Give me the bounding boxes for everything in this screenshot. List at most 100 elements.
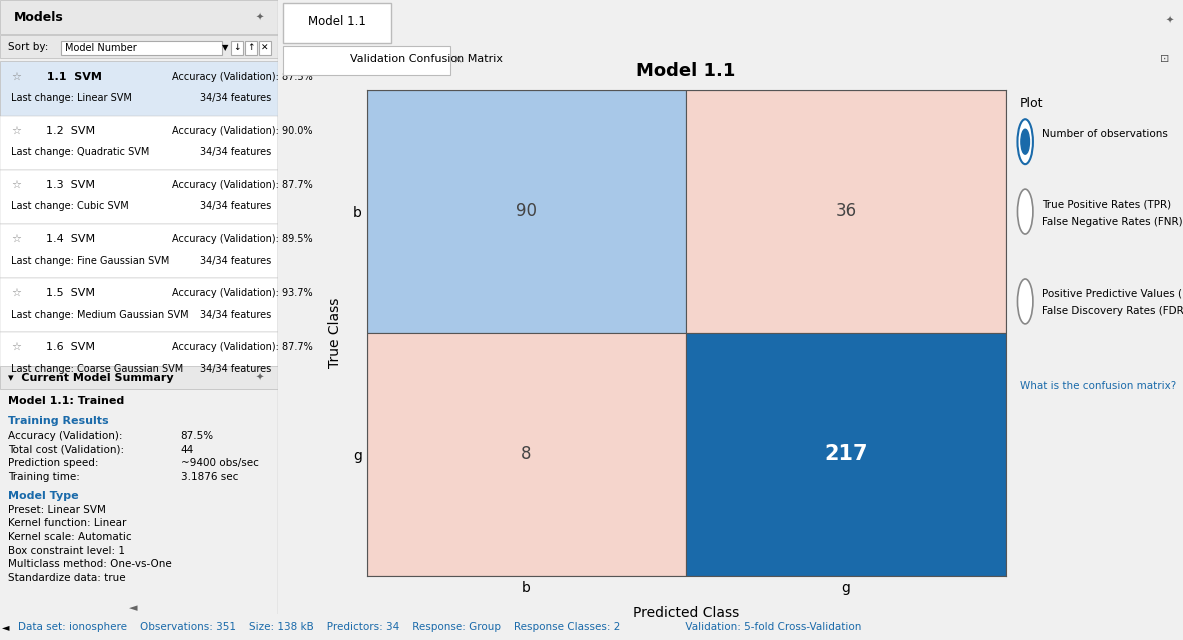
Circle shape bbox=[1021, 129, 1029, 154]
X-axis label: Predicted Class: Predicted Class bbox=[633, 606, 739, 620]
Text: 90: 90 bbox=[516, 202, 537, 220]
Text: False Negative Rates (FNR): False Negative Rates (FNR) bbox=[1042, 216, 1183, 227]
Text: 217: 217 bbox=[825, 444, 867, 465]
Bar bbox=[0, 0, 278, 34]
Text: Prediction speed:: Prediction speed: bbox=[8, 458, 99, 468]
Text: ◄: ◄ bbox=[129, 604, 137, 613]
Text: Accuracy (Validation): 87.7%: Accuracy (Validation): 87.7% bbox=[173, 180, 313, 190]
Text: ☆: ☆ bbox=[11, 180, 21, 190]
Text: Standardize data: true: Standardize data: true bbox=[8, 573, 125, 582]
Text: 1.6  SVM: 1.6 SVM bbox=[39, 342, 95, 352]
Text: ▼: ▼ bbox=[222, 44, 228, 52]
Text: ✦: ✦ bbox=[256, 12, 264, 22]
Text: 1.3  SVM: 1.3 SVM bbox=[39, 180, 95, 190]
Text: 34/34 features: 34/34 features bbox=[200, 310, 271, 319]
Text: ☆: ☆ bbox=[11, 234, 21, 244]
Bar bbox=[0, 35, 278, 58]
FancyBboxPatch shape bbox=[62, 40, 222, 55]
Text: Kernel scale: Automatic: Kernel scale: Automatic bbox=[8, 532, 132, 542]
Bar bbox=[0, 278, 278, 332]
Bar bbox=[0, 223, 278, 278]
Bar bbox=[686, 333, 1006, 576]
Text: Sort by:: Sort by: bbox=[8, 42, 49, 52]
Text: 34/34 features: 34/34 features bbox=[200, 255, 271, 266]
FancyBboxPatch shape bbox=[283, 46, 450, 75]
Text: Plot: Plot bbox=[1020, 97, 1043, 110]
Text: ~9400 obs/sec: ~9400 obs/sec bbox=[181, 458, 259, 468]
Title: Model 1.1: Model 1.1 bbox=[636, 61, 736, 80]
Bar bbox=[0, 61, 278, 115]
Text: Model 1.1: Trained: Model 1.1: Trained bbox=[8, 396, 124, 406]
Text: 34/34 features: 34/34 features bbox=[200, 364, 271, 374]
Text: Validation Confusion Matrix: Validation Confusion Matrix bbox=[350, 54, 504, 65]
Text: ☆: ☆ bbox=[11, 288, 21, 298]
Text: ↑: ↑ bbox=[247, 44, 254, 52]
Text: Box constraint level: 1: Box constraint level: 1 bbox=[8, 545, 125, 556]
Text: ◄: ◄ bbox=[2, 622, 9, 632]
Text: 1.5  SVM: 1.5 SVM bbox=[39, 288, 95, 298]
Text: Last change: Fine Gaussian SVM: Last change: Fine Gaussian SVM bbox=[11, 255, 169, 266]
Bar bbox=[367, 90, 686, 333]
Circle shape bbox=[1017, 119, 1033, 164]
Text: Last change: Quadratic SVM: Last change: Quadratic SVM bbox=[11, 147, 149, 157]
FancyBboxPatch shape bbox=[231, 40, 244, 55]
Circle shape bbox=[1017, 189, 1033, 234]
Text: ✕: ✕ bbox=[261, 44, 269, 52]
Text: Accuracy (Validation): 93.7%: Accuracy (Validation): 93.7% bbox=[173, 288, 313, 298]
Text: Preset: Linear SVM: Preset: Linear SVM bbox=[8, 505, 106, 515]
Text: False Discovery Rates (FDR): False Discovery Rates (FDR) bbox=[1042, 307, 1183, 316]
Text: ☆: ☆ bbox=[11, 126, 21, 136]
Text: 34/34 features: 34/34 features bbox=[200, 93, 271, 103]
Bar bbox=[0, 365, 278, 389]
Bar bbox=[367, 333, 686, 576]
Bar bbox=[0, 332, 278, 386]
Text: Last change: Coarse Gaussian SVM: Last change: Coarse Gaussian SVM bbox=[11, 364, 183, 374]
Text: 8: 8 bbox=[522, 445, 531, 463]
Text: Positive Predictive Values (PPV): Positive Predictive Values (PPV) bbox=[1042, 289, 1183, 299]
Text: ☆: ☆ bbox=[11, 72, 21, 82]
Text: Accuracy (Validation):: Accuracy (Validation): bbox=[8, 431, 123, 441]
Text: Multiclass method: One-vs-One: Multiclass method: One-vs-One bbox=[8, 559, 172, 569]
Text: 34/34 features: 34/34 features bbox=[200, 202, 271, 211]
Text: Last change: Cubic SVM: Last change: Cubic SVM bbox=[11, 202, 129, 211]
Text: ✦: ✦ bbox=[1165, 15, 1174, 25]
Text: Data set: ionosphere    Observations: 351    Size: 138 kB    Predictors: 34    R: Data set: ionosphere Observations: 351 S… bbox=[18, 622, 861, 632]
Text: 87.5%: 87.5% bbox=[181, 431, 214, 441]
Y-axis label: True Class: True Class bbox=[328, 298, 342, 368]
Text: 34/34 features: 34/34 features bbox=[200, 147, 271, 157]
Text: Kernel function: Linear: Kernel function: Linear bbox=[8, 518, 127, 529]
Text: Accuracy (Validation): 90.0%: Accuracy (Validation): 90.0% bbox=[173, 126, 312, 136]
Text: ×: × bbox=[453, 53, 464, 66]
FancyBboxPatch shape bbox=[245, 40, 257, 55]
Text: ⊡: ⊡ bbox=[1161, 54, 1170, 65]
Text: True Positive Rates (TPR): True Positive Rates (TPR) bbox=[1042, 199, 1171, 209]
Text: Model Type: Model Type bbox=[8, 492, 79, 501]
Text: ✦: ✦ bbox=[256, 373, 264, 383]
Text: 3.1876 sec: 3.1876 sec bbox=[181, 472, 238, 482]
Text: Last change: Medium Gaussian SVM: Last change: Medium Gaussian SVM bbox=[11, 310, 189, 319]
Text: Training Results: Training Results bbox=[8, 416, 109, 426]
Text: 1.2  SVM: 1.2 SVM bbox=[39, 126, 95, 136]
Circle shape bbox=[1017, 279, 1033, 324]
Text: 1.1  SVM: 1.1 SVM bbox=[39, 72, 102, 82]
Bar bbox=[0, 170, 278, 223]
Text: Last change: Linear SVM: Last change: Linear SVM bbox=[11, 93, 132, 103]
Text: ↓: ↓ bbox=[233, 44, 240, 52]
Text: Model 1.1: Model 1.1 bbox=[308, 15, 366, 28]
Text: 1.4  SVM: 1.4 SVM bbox=[39, 234, 95, 244]
Text: What is the confusion matrix?: What is the confusion matrix? bbox=[1020, 381, 1176, 391]
FancyBboxPatch shape bbox=[283, 3, 392, 42]
Text: Training time:: Training time: bbox=[8, 472, 80, 482]
Bar bbox=[686, 90, 1006, 333]
Text: ▾  Current Model Summary: ▾ Current Model Summary bbox=[8, 373, 174, 383]
Text: Accuracy (Validation): 87.5%: Accuracy (Validation): 87.5% bbox=[173, 72, 313, 82]
FancyBboxPatch shape bbox=[259, 40, 271, 55]
Text: Accuracy (Validation): 89.5%: Accuracy (Validation): 89.5% bbox=[173, 234, 313, 244]
Text: 36: 36 bbox=[835, 202, 856, 220]
Text: Model Number: Model Number bbox=[65, 43, 137, 53]
Text: Total cost (Validation):: Total cost (Validation): bbox=[8, 445, 124, 455]
Text: Models: Models bbox=[14, 11, 64, 24]
Text: Number of observations: Number of observations bbox=[1042, 129, 1169, 140]
Text: 44: 44 bbox=[181, 445, 194, 455]
Text: ☆: ☆ bbox=[11, 342, 21, 352]
